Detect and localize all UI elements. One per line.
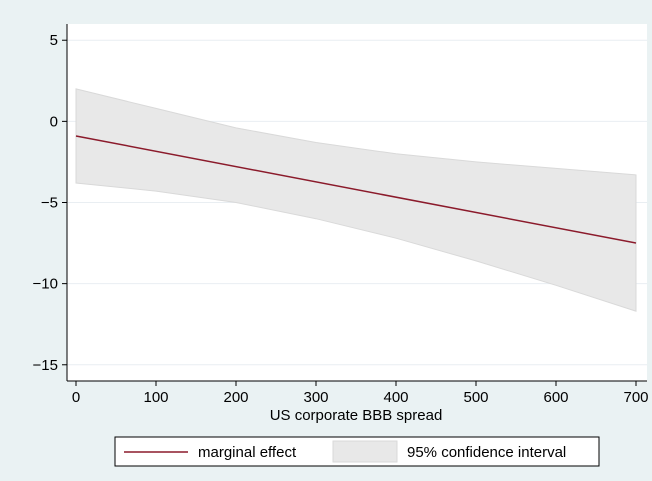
x-tick-label: 600 <box>543 389 568 406</box>
y-tick-label: 5 <box>50 32 58 49</box>
legend: marginal effect 95% confidence interval <box>114 436 600 467</box>
x-axis-ticks: 0 100 200 300 400 500 600 700 <box>72 381 649 406</box>
y-tick-label: −10 <box>33 276 58 293</box>
marginal-effect-line <box>75 135 637 244</box>
legend-label-marginal-effect: marginal effect <box>198 444 297 461</box>
legend-swatch-confidence-interval <box>332 440 398 463</box>
x-tick-label: 700 <box>623 389 648 406</box>
y-tick-label: −15 <box>33 357 58 374</box>
y-axis-ticks: 5 0 −5 −10 −15 <box>33 32 67 374</box>
y-tick-label: −5 <box>41 195 58 212</box>
confidence-band <box>75 88 637 312</box>
x-tick-label: 200 <box>223 389 248 406</box>
legend-label-confidence-interval: 95% confidence interval <box>407 444 566 461</box>
x-tick-label: 500 <box>463 389 488 406</box>
x-tick-label: 100 <box>143 389 168 406</box>
y-tick-label: 0 <box>50 113 58 130</box>
x-tick-label: 300 <box>303 389 328 406</box>
x-axis-label: US corporate BBB spread <box>270 407 443 424</box>
x-tick-label: 400 <box>383 389 408 406</box>
x-tick-label: 0 <box>72 389 80 406</box>
